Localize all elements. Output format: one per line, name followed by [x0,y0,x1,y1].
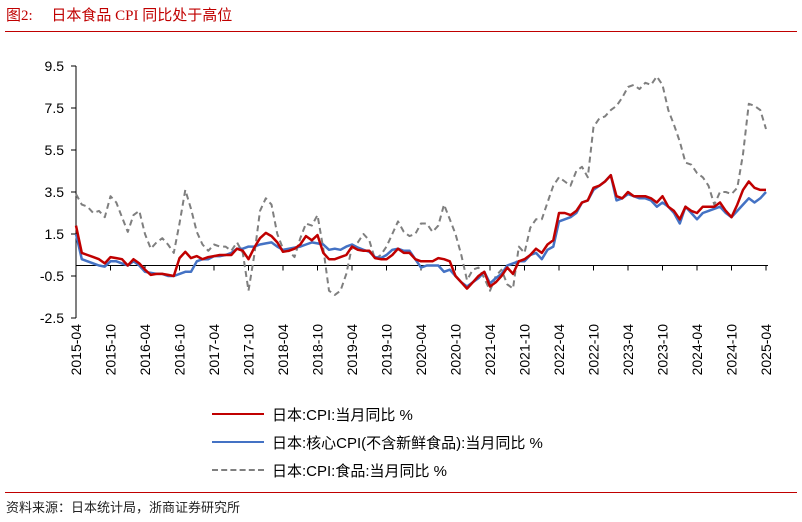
y-tick-label: 7.5 [45,100,65,116]
legend-label-cpi: 日本:CPI:当月同比 % [272,406,413,424]
x-tick-label: 2019-10 [379,324,395,376]
figure-title: 图2: 日本食品 CPI 同比处于高位 [6,8,233,24]
line-chart: -2.5 -0.5 1.5 3.5 5.5 7.5 9.5 2015-04 2015-10 201… [40,58,774,376]
legend-item-food-cpi: 日本:CPI:食品:当月同比 % [212,456,543,484]
legend-swatch-food-cpi [212,469,264,471]
x-tick-label: 2022-04 [551,324,567,376]
x-tick-label: 2020-10 [448,324,464,376]
legend-swatch-core-cpi [212,441,264,443]
legend-swatch-cpi [212,413,264,415]
legend: 日本:CPI:当月同比 % 日本:核心CPI(不含新鲜食品):当月同比 % 日本… [212,400,543,484]
source-note: 资料来源：日本统计局，浙商证券研究所 [6,500,241,515]
y-tick-label: 9.5 [45,58,65,74]
series-line-cpi [74,173,766,290]
x-tick-label: 2018-10 [310,324,326,376]
legend-label-core-cpi: 日本:核心CPI(不含新鲜食品):当月同比 % [272,434,543,452]
x-tick-label: 2021-04 [482,324,498,376]
title-divider [5,31,797,32]
legend-item-core-cpi: 日本:核心CPI(不含新鲜食品):当月同比 % [212,428,543,456]
series-line-food-cpi [75,75,767,296]
legend-label-food-cpi: 日本:CPI:食品:当月同比 % [272,462,448,480]
x-tick-label: 2016-10 [172,324,188,376]
x-tick-label: 2020-04 [413,324,429,376]
y-tick-label: -0.5 [40,268,64,284]
series-line-core-cpi [74,173,767,288]
x-tick-label: 2025-04 [758,324,774,376]
x-tick-label: 2021-10 [517,324,533,376]
x-tick-label: 2018-04 [275,324,291,376]
x-tick-label: 2022-10 [586,324,602,376]
y-tick-label: 1.5 [45,226,65,242]
x-tick-label: 2023-10 [655,324,671,376]
y-tick-label: 5.5 [45,142,65,158]
x-tick-label: 2019-04 [344,324,360,376]
x-tick-label: 2017-04 [206,324,222,376]
footer-divider [5,492,797,493]
x-tick-label: 2024-04 [689,324,705,376]
x-tick-label: 2023-04 [620,324,636,376]
y-tick-label: -2.5 [40,310,64,326]
y-tick-label: 3.5 [45,184,65,200]
x-tick-label: 2015-04 [68,324,84,376]
legend-item-cpi: 日本:CPI:当月同比 % [212,400,543,428]
x-tick-label: 2017-10 [241,324,257,376]
x-tick-label: 2016-04 [137,324,153,376]
x-tick-label: 2015-10 [103,324,119,376]
x-tick-label: 2024-10 [724,324,740,376]
